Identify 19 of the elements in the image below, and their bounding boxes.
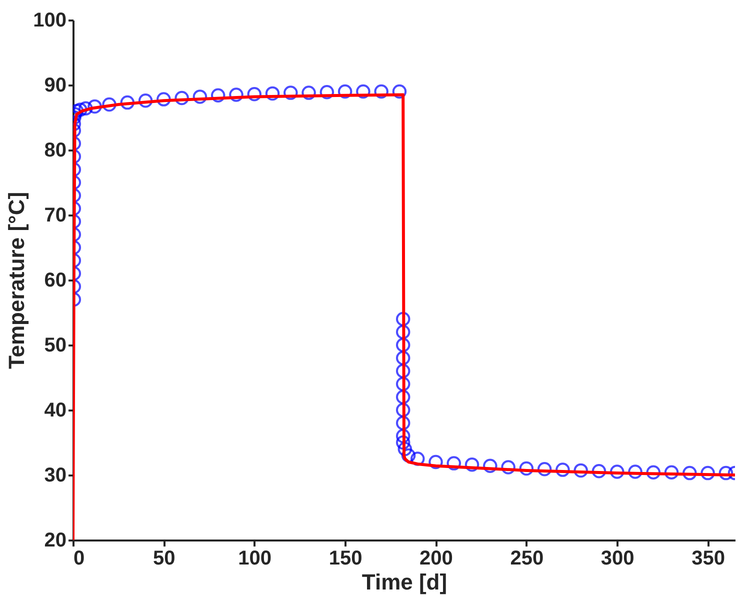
x-tick-label: 250 [510,548,544,570]
y-tick-label: 90 [44,74,66,96]
x-tick-label: 300 [600,548,634,570]
y-tick-label: 60 [44,270,66,292]
x-tick-label: 200 [420,548,453,570]
y-tick-label: 100 [33,10,66,32]
y-tick-label: 20 [44,530,66,552]
y-tick-label: 70 [44,204,66,226]
y-tick-label: 80 [44,140,66,162]
x-tick-label: 50 [153,548,176,570]
y-axis-title: Temperature [°C] [4,192,30,370]
x-axis-title: Time [d] [362,570,448,594]
y-tick-label: 40 [44,400,66,422]
x-tick-label: 150 [328,548,362,570]
y-tick-label: 30 [44,464,66,486]
x-tick-label: 0 [74,548,85,570]
x-tick-label: 100 [238,548,272,570]
x-tick-label: 350 [692,548,725,570]
y-tick-label: 50 [44,334,66,356]
